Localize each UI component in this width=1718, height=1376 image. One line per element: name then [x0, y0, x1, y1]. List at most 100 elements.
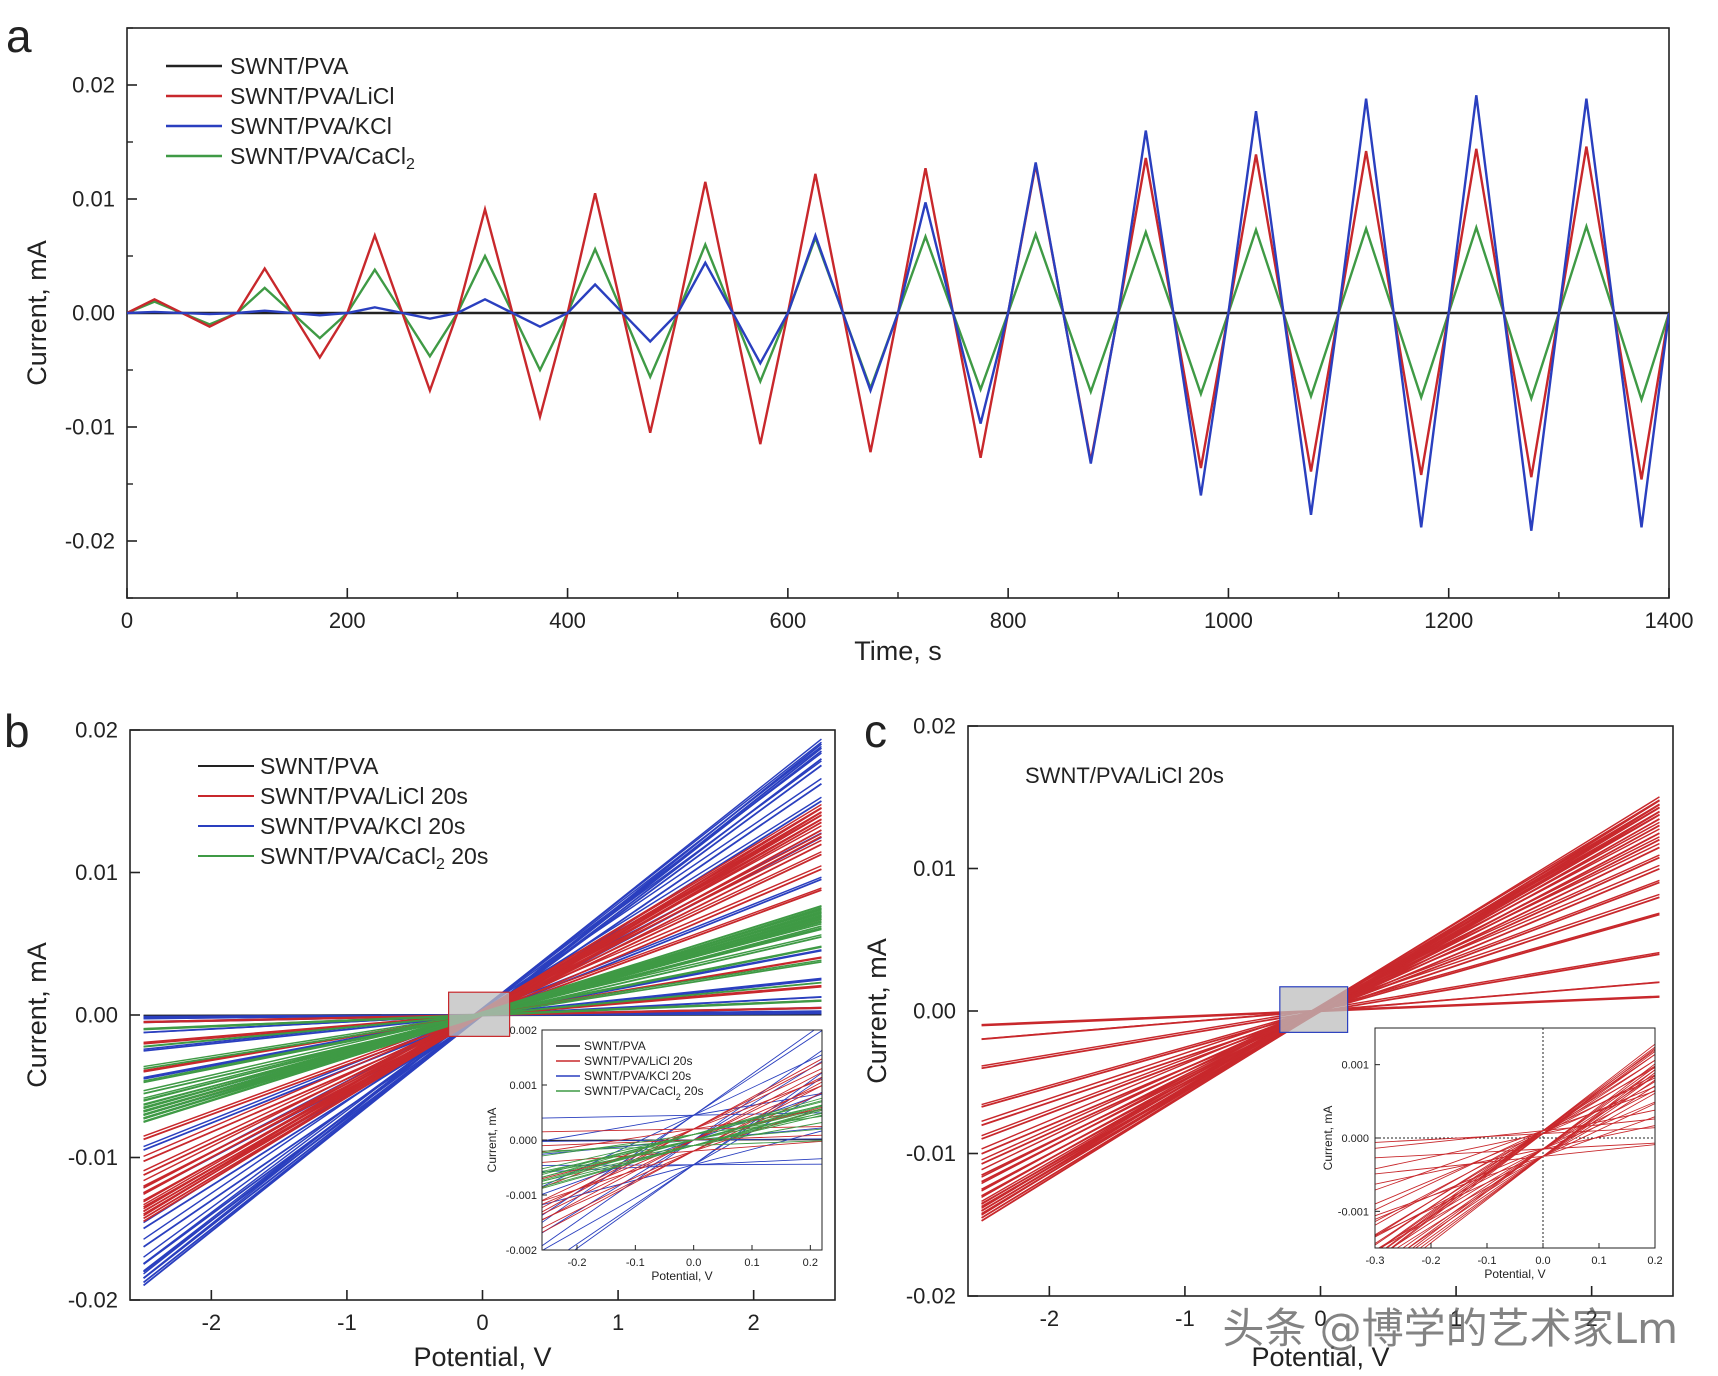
- inset-y-tick-label: -0.001: [506, 1190, 537, 1202]
- inset-iv-curve: [1380, 1053, 1655, 1248]
- inset-iv-curve: [542, 1130, 822, 1206]
- inset-y-tick-label: 0.001: [1341, 1060, 1369, 1072]
- legend-label: SWNT/PVA/KCl: [230, 113, 392, 139]
- x-tick-label: 2: [1586, 1306, 1598, 1331]
- y-tick-label: -0.01: [68, 1145, 118, 1170]
- y-tick-label: -0.02: [906, 1284, 956, 1309]
- inset-iv-curve: [542, 1128, 822, 1154]
- inset-iv-curve: [542, 1097, 822, 1178]
- x-tick-label: 1000: [1204, 608, 1253, 633]
- legend-label: SWNT/PVA/KCl 20s: [260, 813, 465, 839]
- x-tick-label: 800: [990, 608, 1027, 633]
- inset-iv-curve: [1407, 1066, 1655, 1248]
- legend-label: SWNT/PVA/LiCl: [230, 83, 394, 109]
- y-tick-label: -0.02: [68, 1288, 118, 1313]
- x-tick-label: 0: [121, 608, 133, 633]
- inset-iv-curve: [542, 1115, 822, 1157]
- y-tick-label: 0.01: [75, 860, 118, 885]
- inset-y-axis-label: Current, mA: [485, 1108, 499, 1173]
- x-tick-label: 600: [769, 608, 806, 633]
- y-axis-label: Current, mA: [862, 938, 892, 1084]
- inset-iv-curve: [542, 1140, 822, 1163]
- panel-label-a: a: [6, 10, 32, 62]
- series-line-swnt-pva-kcl: [127, 95, 1669, 531]
- inset-iv-curve: [1375, 1109, 1655, 1170]
- y-tick-label: -0.01: [906, 1141, 956, 1166]
- inset-iv-curve: [1396, 1085, 1655, 1248]
- inset-iv-curve: [542, 1093, 822, 1142]
- legend-label: SWNT/PVA/CaCl2: [230, 143, 415, 173]
- x-tick-label: 1: [612, 1310, 624, 1335]
- inset-x-axis-label: Potential, V: [651, 1269, 712, 1283]
- legend-label: SWNT/PVA/CaCl2 20s: [260, 843, 488, 873]
- inset-iv-curve: [1375, 1144, 1655, 1175]
- inset-y-tick-label: 0.002: [509, 1025, 537, 1037]
- inset-y-tick-label: -0.002: [506, 1245, 537, 1257]
- inset-iv-curve: [542, 1068, 822, 1201]
- zoom-highlight-box: [448, 991, 511, 1037]
- inset-iv-curve: [542, 1092, 822, 1221]
- inset-x-tick-label: -0.2: [1422, 1255, 1441, 1267]
- inset-y-tick-label: 0.000: [509, 1135, 537, 1147]
- inset-iv-curve: [1414, 1075, 1655, 1248]
- x-tick-label: -2: [1040, 1306, 1060, 1331]
- x-tick-label: 0: [476, 1310, 488, 1335]
- legend-label: SWNT/PVA: [230, 53, 349, 79]
- inset-iv-curve: [1391, 1047, 1655, 1248]
- y-tick-label: 0.02: [72, 73, 115, 98]
- inset-iv-curve: [1407, 1079, 1655, 1248]
- inset-iv-curve: [542, 1093, 822, 1195]
- inset-y-tick-label: 0.001: [509, 1080, 537, 1092]
- inset-iv-curve: [1390, 1043, 1655, 1248]
- panel-label-c: c: [864, 705, 887, 757]
- y-tick-label: 0.00: [72, 301, 115, 326]
- x-tick-label: 1200: [1424, 608, 1473, 633]
- y-tick-label: -0.01: [65, 415, 115, 440]
- x-tick-label: 1: [1450, 1306, 1462, 1331]
- inset-y-tick-label: -0.001: [1338, 1206, 1369, 1218]
- inset-x-tick-label: -0.1: [1478, 1255, 1497, 1267]
- inset-iv-curve: [542, 1134, 822, 1147]
- inset-iv-curve: [542, 1104, 822, 1182]
- inset-x-axis-label: Potential, V: [1484, 1267, 1545, 1281]
- y-tick-label: 0.02: [913, 714, 956, 739]
- x-axis-label: Potential, V: [1251, 1342, 1389, 1372]
- x-axis-label: Potential, V: [413, 1342, 551, 1372]
- x-tick-label: 0: [1314, 1306, 1326, 1331]
- inset-legend-label: SWNT/PVA/KCl 20s: [584, 1069, 691, 1083]
- inset-iv-curve: [1419, 1072, 1655, 1248]
- inset-x-tick-label: 0.1: [744, 1257, 759, 1269]
- inset-x-tick-label: 0.0: [1535, 1255, 1550, 1267]
- inset-y-tick-label: 0.000: [1341, 1133, 1369, 1145]
- inset-iv-curve: [542, 1122, 822, 1174]
- y-tick-label: 0.01: [913, 856, 956, 881]
- x-tick-label: 2: [748, 1310, 760, 1335]
- inset-iv-curve: [1385, 1046, 1655, 1248]
- y-tick-label: 0.01: [72, 187, 115, 212]
- x-tick-label: -1: [337, 1310, 357, 1335]
- inset-iv-curve: [542, 1076, 822, 1215]
- inset-iv-curve: [1375, 1053, 1655, 1246]
- inset-x-tick-label: 0.0: [686, 1257, 701, 1269]
- inset-y-axis-label: Current, mA: [1321, 1106, 1335, 1171]
- inset-iv-curve: [1375, 1089, 1655, 1238]
- inset-x-tick-label: 0.1: [1591, 1255, 1606, 1267]
- inset-axes-b: -0.2 -0.1 0.0 0.1 0.2 -0.002 -0.001 0.000 0.001 0…: [485, 1025, 823, 1283]
- legend-label: SWNT/PVA: [260, 753, 379, 779]
- y-tick-label: 0.00: [75, 1003, 118, 1028]
- inset-iv-curve: [1375, 1059, 1655, 1237]
- y-axis-label: Current, mA: [22, 942, 52, 1088]
- panel-a: a 0 200 400 600 800 1000 1200 1400 -0.02 -0.01 0.00…: [6, 10, 1693, 666]
- inset-x-tick-label: -0.3: [1366, 1255, 1385, 1267]
- panel-annotation: SWNT/PVA/LiCl 20s: [1025, 763, 1224, 788]
- x-tick-label: 200: [329, 608, 366, 633]
- inset-legend-label: SWNT/PVA/LiCl 20s: [584, 1054, 692, 1068]
- inset-x-tick-label: -0.2: [568, 1257, 587, 1269]
- inset-iv-curve: [542, 1108, 822, 1189]
- inset-iv-curve: [1386, 1050, 1655, 1248]
- panel-c: c -2 -1 0 1 2 -0.02 -0.01 0.00 0.01 0.02 Potential,…: [862, 705, 1674, 1372]
- inset-iv-curve: [1423, 1069, 1655, 1248]
- y-tick-label: 0.00: [913, 999, 956, 1024]
